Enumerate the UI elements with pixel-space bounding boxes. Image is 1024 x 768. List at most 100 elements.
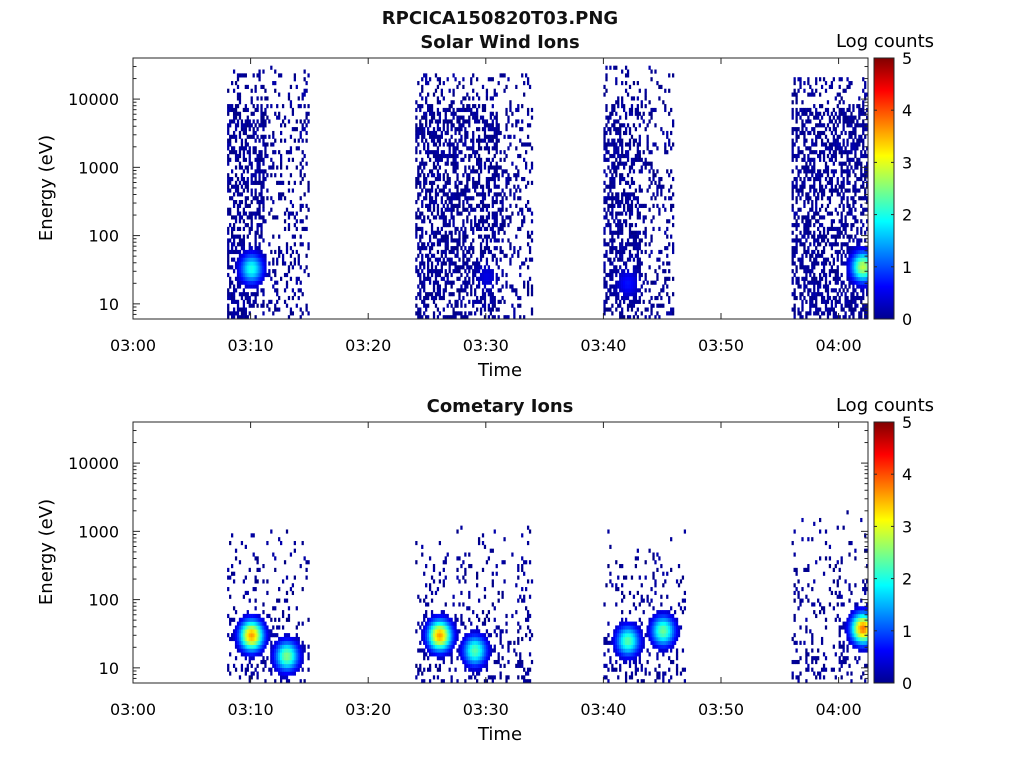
heatmap-cell	[250, 261, 253, 266]
heatmap-cell	[305, 130, 308, 136]
heatmap-cell	[305, 575, 308, 580]
heatmap-cell	[846, 123, 849, 128]
heatmap-cell	[477, 138, 481, 143]
heatmap-cell	[640, 169, 643, 174]
heatmap-cell	[244, 269, 247, 274]
heatmap-cell	[450, 100, 453, 105]
heatmap-cell	[617, 211, 620, 216]
heatmap-cell	[254, 196, 257, 201]
heatmap-cell	[858, 261, 861, 266]
heatmap-cell	[442, 173, 445, 178]
heatmap-cell	[820, 104, 824, 109]
heatmap-cell	[299, 161, 302, 166]
heatmap-cell	[826, 299, 830, 304]
heatmap-cell	[260, 640, 263, 645]
heatmap-cell	[517, 119, 520, 124]
heatmap-cell	[860, 265, 863, 270]
heatmap-cell	[617, 292, 620, 297]
heatmap-cell	[466, 104, 469, 109]
heatmap-cell	[274, 303, 277, 308]
heatmap-cell	[448, 138, 451, 143]
heatmap-cell	[799, 169, 802, 174]
heatmap-cell	[503, 230, 506, 235]
heatmap-cell	[266, 640, 269, 645]
heatmap-cell	[295, 249, 298, 255]
heatmap-cell	[293, 257, 296, 262]
heatmap-cell	[299, 663, 302, 668]
heatmap-cell	[250, 253, 253, 258]
heatmap-cell	[624, 111, 628, 116]
heatmap-cell	[291, 656, 295, 661]
heatmap-cell	[626, 196, 630, 201]
heatmap-cell	[242, 234, 246, 239]
heatmap-cell	[491, 211, 494, 216]
heatmap-cell	[848, 315, 851, 320]
heatmap-cell	[828, 272, 832, 278]
x-tick-label: 03:00	[110, 336, 156, 355]
heatmap-cell	[652, 303, 655, 308]
heatmap-cell	[840, 246, 843, 251]
heatmap-cell	[838, 315, 841, 320]
heatmap-cell	[864, 96, 867, 101]
heatmap-cell	[797, 307, 800, 312]
heatmap-cell	[256, 246, 259, 251]
heatmap-cell	[858, 134, 861, 139]
heatmap-cell	[417, 142, 420, 147]
heatmap-cell	[813, 295, 816, 301]
heatmap-cell	[248, 648, 251, 653]
heatmap-cell	[476, 257, 479, 262]
heatmap-cell	[285, 165, 289, 170]
heatmap-cell	[499, 249, 502, 255]
heatmap-cell	[609, 223, 612, 228]
heatmap-cell	[240, 667, 244, 672]
heatmap-cell	[503, 157, 506, 162]
heatmap-cell	[817, 192, 820, 197]
heatmap-cell	[236, 96, 240, 101]
heatmap-cell	[252, 173, 255, 178]
heatmap-cell	[258, 203, 261, 208]
heatmap-cell	[232, 134, 236, 139]
heatmap-cell	[430, 200, 434, 205]
heatmap-cell	[603, 84, 606, 90]
heatmap-cell	[256, 292, 259, 297]
heatmap-cell	[630, 276, 634, 281]
heatmap-cell	[250, 269, 253, 274]
heatmap-cell	[231, 295, 234, 301]
heatmap-cell	[521, 211, 524, 216]
heatmap-cell	[513, 307, 516, 312]
heatmap-cell	[640, 203, 643, 208]
heatmap-cell	[231, 533, 234, 538]
heatmap-cell	[846, 196, 849, 201]
heatmap-cell	[483, 315, 487, 320]
heatmap-cell	[295, 636, 298, 642]
heatmap-cell	[483, 307, 487, 312]
heatmap-cell	[621, 276, 624, 281]
heatmap-cell	[232, 295, 236, 301]
heatmap-cell	[430, 242, 434, 247]
heatmap-cell	[525, 203, 528, 208]
heatmap-cell	[624, 115, 628, 120]
heatmap-cell	[619, 223, 622, 228]
heatmap-cell	[607, 142, 610, 147]
heatmap-cell	[815, 200, 818, 205]
heatmap-cell	[842, 115, 845, 120]
heatmap-cell	[670, 146, 673, 151]
heatmap-cell	[285, 272, 289, 278]
heatmap-cell	[272, 142, 275, 147]
heatmap-cell	[468, 269, 471, 274]
heatmap-cell	[487, 146, 491, 151]
heatmap-cell	[466, 184, 469, 189]
heatmap-cell	[236, 621, 240, 626]
heatmap-cell	[299, 219, 302, 224]
heatmap-cell	[615, 169, 618, 174]
heatmap-cell	[280, 130, 283, 136]
heatmap-cell	[648, 299, 651, 304]
heatmap-cell	[609, 203, 612, 208]
heatmap-cell	[626, 276, 630, 281]
heatmap-cell	[470, 223, 473, 228]
heatmap-cell	[427, 130, 430, 136]
heatmap-cell	[305, 81, 308, 86]
heatmap-cell	[470, 196, 473, 201]
heatmap-cell	[276, 644, 279, 649]
heatmap-cell	[813, 180, 816, 185]
